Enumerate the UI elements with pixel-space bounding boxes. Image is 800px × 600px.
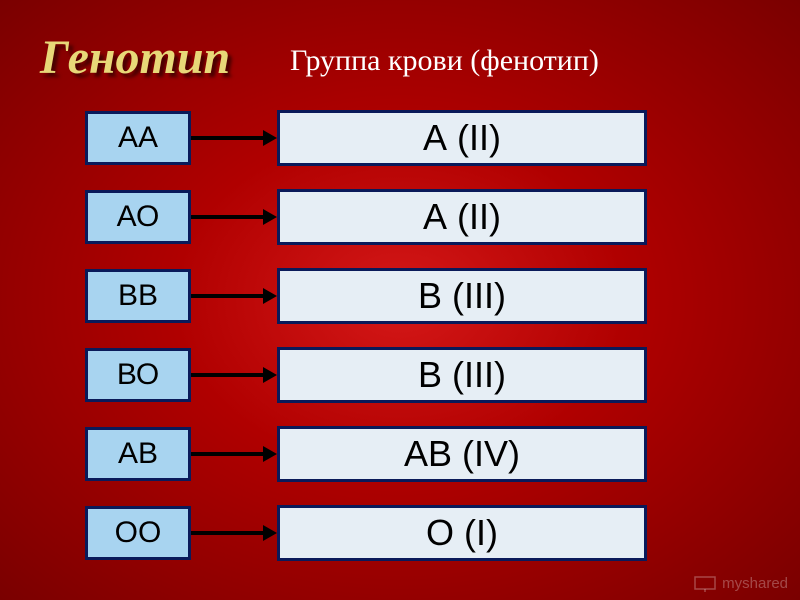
genotype-box: АА: [85, 111, 191, 165]
arrow-icon: [191, 111, 277, 165]
phenotype-box: В (III): [277, 268, 647, 324]
slide-background: Генотип Группа крови (фенотип) АА А (II)…: [0, 0, 800, 600]
arrow-icon: [191, 348, 277, 402]
mapping-row: АА А (II): [85, 108, 740, 168]
page-title: Генотип: [40, 30, 230, 85]
watermark-text: myshared: [722, 575, 788, 592]
phenotype-box: О (I): [277, 505, 647, 561]
phenotype-box: В (III): [277, 347, 647, 403]
watermark: myshared: [694, 575, 788, 592]
arrow-icon: [191, 269, 277, 323]
mapping-row: АВ АВ (IV): [85, 424, 740, 484]
genotype-box: АО: [85, 190, 191, 244]
mapping-rows: АА А (II) АО А (II) ВВ В (III) ВО: [85, 108, 740, 582]
mapping-row: АО А (II): [85, 187, 740, 247]
genotype-box: ВО: [85, 348, 191, 402]
arrow-icon: [191, 427, 277, 481]
presentation-icon: [694, 576, 716, 592]
genotype-box: ОО: [85, 506, 191, 560]
mapping-row: ВО В (III): [85, 345, 740, 405]
mapping-row: ВВ В (III): [85, 266, 740, 326]
arrow-icon: [191, 506, 277, 560]
phenotype-box: АВ (IV): [277, 426, 647, 482]
page-subtitle: Группа крови (фенотип): [290, 44, 599, 78]
genotype-box: ВВ: [85, 269, 191, 323]
arrow-icon: [191, 190, 277, 244]
genotype-box: АВ: [85, 427, 191, 481]
phenotype-box: А (II): [277, 189, 647, 245]
phenotype-box: А (II): [277, 110, 647, 166]
mapping-row: ОО О (I): [85, 503, 740, 563]
